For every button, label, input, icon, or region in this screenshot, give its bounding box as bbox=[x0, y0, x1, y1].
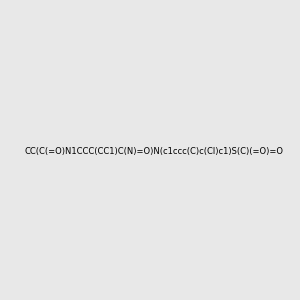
Text: CC(C(=O)N1CCC(CC1)C(N)=O)N(c1ccc(C)c(Cl)c1)S(C)(=O)=O: CC(C(=O)N1CCC(CC1)C(N)=O)N(c1ccc(C)c(Cl)… bbox=[24, 147, 283, 156]
